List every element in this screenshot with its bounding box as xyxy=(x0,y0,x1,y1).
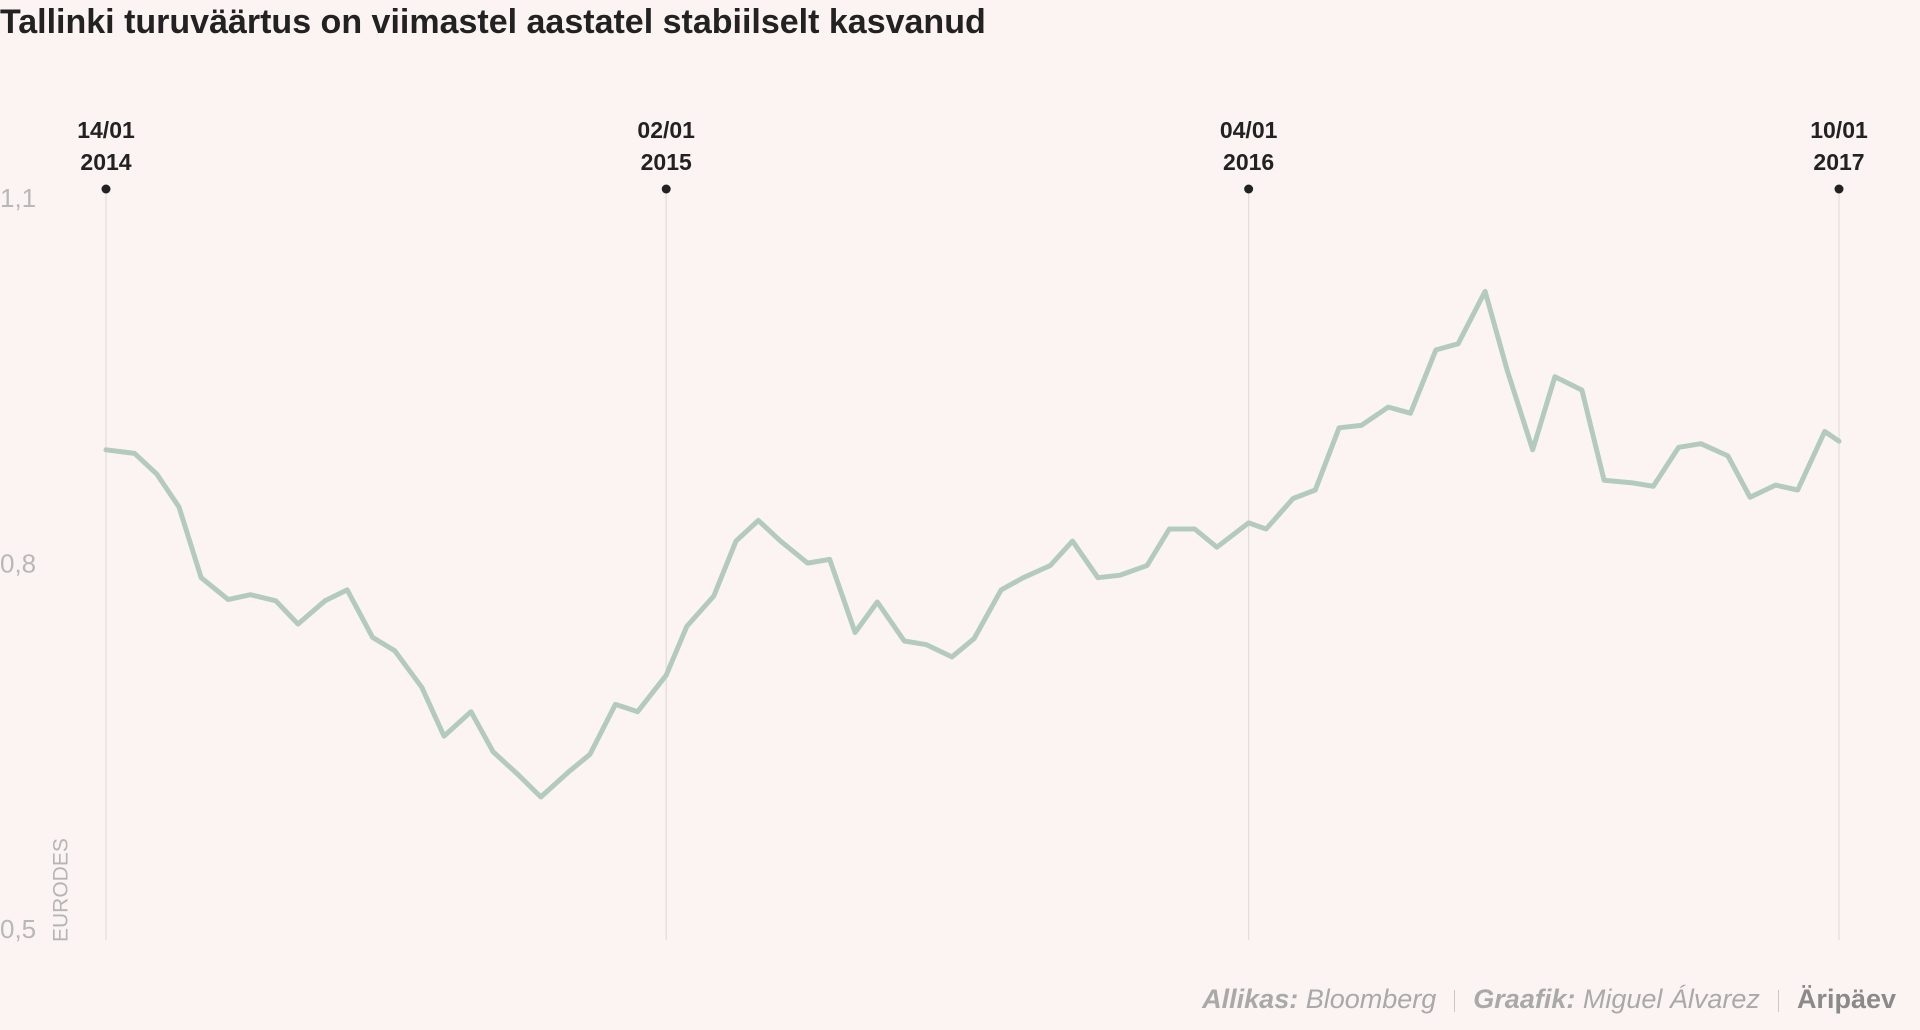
x-tick-label: 2017 xyxy=(1813,149,1864,175)
y-tick-label: 1,1 xyxy=(0,183,36,213)
x-tick-label: 2014 xyxy=(80,149,131,175)
y-tick-label: 0,8 xyxy=(0,548,36,578)
separator xyxy=(1777,989,1779,1012)
x-tick-label: 2015 xyxy=(641,149,692,175)
x-tick-dot xyxy=(1834,184,1844,194)
x-tick-dot xyxy=(101,184,111,194)
y-axis-label: EURODES xyxy=(50,838,73,942)
x-tick-label: 02/01 xyxy=(637,117,695,143)
x-tick-label: 04/01 xyxy=(1220,117,1278,143)
y-tick-label: 0,5 xyxy=(0,914,36,944)
x-tick-dot xyxy=(1244,184,1254,194)
graphic-label: Graafik: xyxy=(1473,984,1576,1014)
brand: Äripäev xyxy=(1796,984,1896,1014)
source-label: Allikas: xyxy=(1202,984,1299,1014)
line xyxy=(103,288,1842,800)
x-tick-dot xyxy=(661,184,671,194)
separator xyxy=(1454,989,1456,1012)
x-tick-label: 2016 xyxy=(1223,149,1274,175)
graphic-author: Miguel Álvarez xyxy=(1582,984,1760,1014)
footer: Allikas: Bloomberg Graafik: Miguel Álvare… xyxy=(1202,984,1896,1015)
chart-title: Tallinki turuväärtus on viimastel aastat… xyxy=(0,3,986,41)
x-tick-label: 10/01 xyxy=(1810,117,1868,143)
source: Bloomberg xyxy=(1305,984,1437,1014)
x-tick-label: 14/01 xyxy=(77,117,135,143)
